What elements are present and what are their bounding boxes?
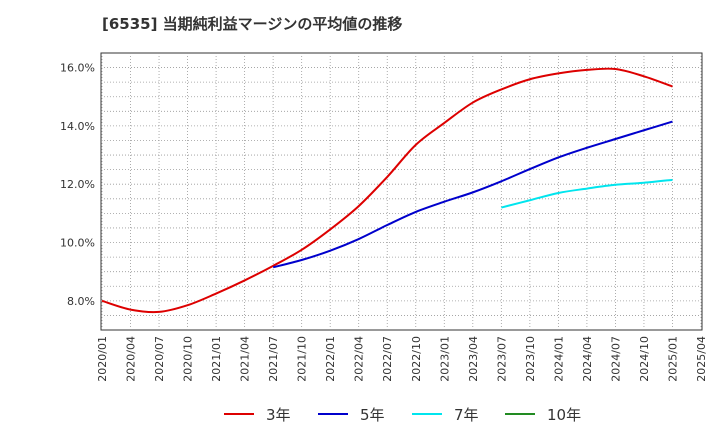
series-line bbox=[101, 67, 673, 314]
legend-label: 3年 bbox=[266, 406, 291, 424]
x-tick-label: 2021/04 bbox=[239, 336, 252, 382]
chart-title: [6535] 当期純利益マージンの平均値の推移 bbox=[102, 15, 403, 33]
y-tick-label: 16.0% bbox=[60, 62, 95, 75]
x-tick-label: 2024/01 bbox=[552, 336, 565, 382]
x-tick-label: 2021/07 bbox=[267, 336, 280, 382]
x-tick-label: 2025/01 bbox=[666, 336, 679, 382]
x-tick-label: 2020/01 bbox=[96, 336, 109, 382]
legend-label: 7年 bbox=[454, 406, 479, 424]
x-tick-label: 2024/04 bbox=[581, 336, 594, 382]
y-tick-label: 14.0% bbox=[60, 120, 95, 133]
plot-area bbox=[100, 52, 703, 331]
grid-lines bbox=[101, 53, 702, 330]
x-tick-label: 2022/07 bbox=[381, 336, 394, 382]
x-tick-label: 2021/10 bbox=[296, 336, 309, 382]
y-tick-label: 10.0% bbox=[60, 237, 95, 250]
x-tick-label: 2020/10 bbox=[182, 336, 195, 382]
series-lines bbox=[101, 67, 673, 314]
x-tick-label: 2023/04 bbox=[467, 336, 480, 382]
y-axis-ticks: 8.0% 10.0% 12.0% 14.0% 16.0% bbox=[60, 62, 95, 308]
x-tick-label: 2025/04 bbox=[695, 336, 708, 382]
x-tick-label: 2021/01 bbox=[210, 336, 223, 382]
series-line bbox=[272, 120, 673, 269]
x-tick-label: 2023/10 bbox=[524, 336, 537, 382]
x-tick-label: 2020/04 bbox=[125, 336, 138, 382]
y-tick-label: 12.0% bbox=[60, 178, 95, 191]
x-tick-label: 2022/01 bbox=[324, 336, 337, 382]
x-tick-label: 2024/10 bbox=[638, 336, 651, 382]
series-line bbox=[501, 178, 673, 209]
x-axis-ticks: 2020/01 2020/04 2020/07 2020/10 2021/01 2021/… bbox=[96, 336, 708, 382]
legend: 3年 5年 7年 10年 bbox=[224, 406, 581, 424]
x-tick-label: 2024/07 bbox=[609, 336, 622, 382]
legend-label: 10年 bbox=[547, 406, 581, 424]
x-tick-label: 2020/07 bbox=[153, 336, 166, 382]
x-tick-label: 2022/10 bbox=[410, 336, 423, 382]
x-tick-label: 2023/01 bbox=[438, 336, 451, 382]
legend-label: 5年 bbox=[360, 406, 385, 424]
x-tick-label: 2022/04 bbox=[353, 336, 366, 382]
x-tick-label: 2023/07 bbox=[495, 336, 508, 382]
y-tick-label: 8.0% bbox=[67, 295, 95, 308]
